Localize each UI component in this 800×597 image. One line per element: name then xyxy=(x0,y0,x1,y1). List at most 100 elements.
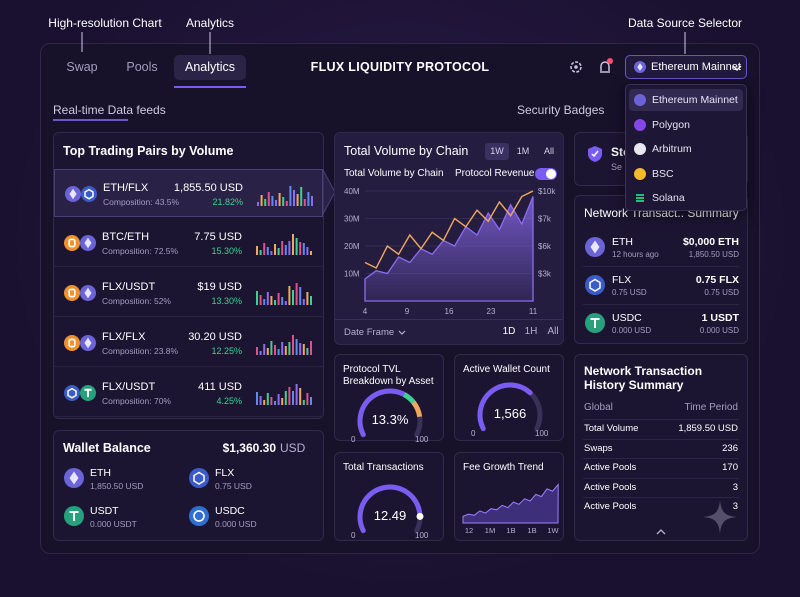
network-option-label: Ethereum Mainnet xyxy=(652,94,738,106)
mini-bar xyxy=(263,344,266,355)
mini-bar xyxy=(274,345,276,355)
mini-bar xyxy=(281,297,284,305)
network-option[interactable]: BSC xyxy=(629,163,743,185)
gauge-card: Active Wallet Count 1,566 0 100 xyxy=(454,354,564,441)
token-glyph xyxy=(69,511,79,521)
mini-bar xyxy=(271,196,274,206)
mini-bars xyxy=(257,186,313,206)
pair-row[interactable]: ETH/FLX Composition: 43.5% 1,855.50 USD 21.… xyxy=(54,169,323,217)
token-glyph xyxy=(68,238,76,248)
pair-name: ETH/FLX xyxy=(103,182,149,194)
frame-button[interactable]: 1H xyxy=(524,326,538,337)
frame-button[interactable]: 1D xyxy=(502,326,516,337)
gauge-min: 0 xyxy=(471,429,476,438)
mini-bar xyxy=(263,243,266,255)
date-frame[interactable]: Date Frame xyxy=(344,327,395,338)
mini-bar xyxy=(278,193,281,206)
mini-bar xyxy=(266,247,269,255)
pair-composition: Composition: 52% xyxy=(102,296,171,306)
pair-row[interactable]: BTC/ETH Composition: 72.5% 7.75 USD 15.30% xyxy=(54,219,323,267)
mini-bar xyxy=(311,196,313,206)
token-circle xyxy=(64,235,80,251)
network-option-label: Solana xyxy=(652,192,685,204)
nav-tab[interactable]: Analytics xyxy=(184,60,236,74)
history-label: Swaps xyxy=(584,442,613,454)
mini-bar xyxy=(306,393,309,405)
shield-icon xyxy=(588,146,602,162)
network-option[interactable]: Solana xyxy=(629,187,743,209)
mini-bar xyxy=(292,290,294,305)
mini-bar xyxy=(292,391,294,405)
row-divider xyxy=(583,458,739,459)
token-glyph xyxy=(193,510,205,522)
fee-area xyxy=(462,483,559,524)
pair-price: $19 USD xyxy=(197,281,242,293)
mini-bar xyxy=(274,300,276,305)
mini-bar xyxy=(282,197,285,206)
history-header: Time Period xyxy=(684,402,738,413)
feeds-label: Real-time Data feeds xyxy=(53,103,166,117)
token-icon xyxy=(585,275,605,295)
token-glyph xyxy=(590,240,600,254)
range-button[interactable]: All xyxy=(543,146,554,156)
mini-bar xyxy=(299,388,302,405)
frame-button[interactable]: All xyxy=(547,326,559,337)
y-tick-label: 10M xyxy=(344,270,360,279)
token-icon xyxy=(65,186,81,202)
network-option[interactable]: Polygon xyxy=(629,114,743,136)
mini-bar xyxy=(259,396,262,405)
legend-entry: Protocol Revenue xyxy=(455,168,535,179)
pair-composition: Composition: 43.5% xyxy=(103,197,180,207)
history-panel: Network Transaction History Summary Globa… xyxy=(574,354,748,541)
range-button[interactable]: 1M xyxy=(516,146,530,156)
range-button[interactable]: 1W xyxy=(485,143,509,160)
summary-asset: USDC xyxy=(612,312,642,324)
y2-tick-label: $6k xyxy=(538,242,552,251)
mini-bar xyxy=(266,393,269,405)
asset-symbol: FLX xyxy=(215,467,235,479)
wallet-panel: Wallet Balance $1,360.30 USD ETH 1,850.50 US… xyxy=(53,430,324,541)
mini-bar xyxy=(277,293,280,305)
token-glyph xyxy=(69,471,79,485)
pair-row[interactable]: FLX/FLX Composition: 23.8% 30.20 USD 12.25% xyxy=(54,319,323,367)
gauge-min: 0 xyxy=(351,531,356,540)
mini-bar xyxy=(260,195,263,206)
row-divider xyxy=(583,497,739,498)
token-icon xyxy=(189,468,209,488)
x-tick-label: 1B xyxy=(506,526,516,535)
mini-bar xyxy=(284,391,287,405)
footer-divider xyxy=(335,319,563,320)
x-tick-label: 1M xyxy=(484,526,496,535)
chevron xyxy=(656,529,666,535)
token-icon xyxy=(80,285,96,301)
pair-name: FLX/USDT xyxy=(102,381,156,393)
gauge-max: 100 xyxy=(415,531,429,540)
token-glyph xyxy=(589,278,601,292)
network-option[interactable]: Ethereum Mainnet xyxy=(629,89,743,111)
nav-tab[interactable]: Pools xyxy=(126,60,158,74)
mini-bar xyxy=(288,286,291,305)
pair-row[interactable]: FLX/USDT Composition: 70% 411 USD 4.25% xyxy=(54,369,323,417)
badge-subtitle: Se xyxy=(611,162,623,172)
network-option-label: BSC xyxy=(652,167,674,180)
mini-bars xyxy=(256,234,312,255)
mini-bar xyxy=(307,192,310,206)
network-icon-circle xyxy=(634,143,646,155)
network-option[interactable]: Arbitrum xyxy=(629,138,743,160)
revenue-toggle[interactable] xyxy=(535,168,557,180)
history-label: Total Volume xyxy=(584,423,639,434)
mini-bar xyxy=(289,186,292,206)
token-glyph xyxy=(84,388,92,397)
mini-bar xyxy=(299,343,302,355)
feeds-underline xyxy=(53,119,128,121)
token-circle xyxy=(81,186,97,202)
network-selector[interactable]: Ethereum Mainnet xyxy=(625,55,747,79)
nav-tab[interactable]: Swap xyxy=(66,60,98,74)
history-value: 3 xyxy=(732,481,738,493)
gauge-max: 100 xyxy=(415,435,429,444)
token-icon xyxy=(80,385,96,401)
token-glyph xyxy=(84,337,92,349)
sparkle xyxy=(703,500,737,534)
pair-row[interactable]: FLX/USDT Composition: 52% $19 USD 13.30% xyxy=(54,269,323,317)
mini-bar xyxy=(256,392,258,405)
